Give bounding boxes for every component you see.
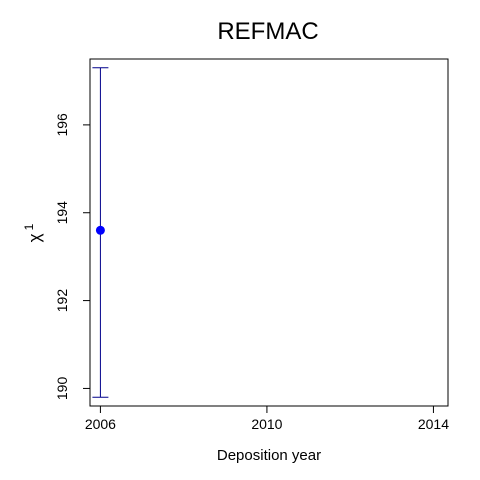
data-point — [96, 226, 105, 235]
series — [92, 68, 108, 397]
chart-title: REFMAC — [217, 18, 318, 45]
y-axis-label-main: χ — [25, 233, 44, 242]
y-axis-label-superscript: 1 — [22, 223, 36, 230]
y-tick-label: 192 — [54, 289, 70, 313]
y-tick-label: 196 — [54, 113, 70, 137]
x-axis-label: Deposition year — [217, 447, 321, 464]
x-axis: 2006 2010 2014 — [85, 406, 449, 432]
x-tick-label: 2010 — [251, 416, 282, 432]
y-axis: 190 192 194 196 — [54, 113, 90, 400]
y-axis-label: χ1 — [22, 223, 44, 242]
plot-frame — [90, 59, 448, 406]
y-tick-label: 190 — [54, 377, 70, 401]
x-tick-label: 2014 — [418, 416, 449, 432]
y-tick-label: 194 — [54, 201, 70, 225]
x-tick-label: 2006 — [85, 416, 116, 432]
